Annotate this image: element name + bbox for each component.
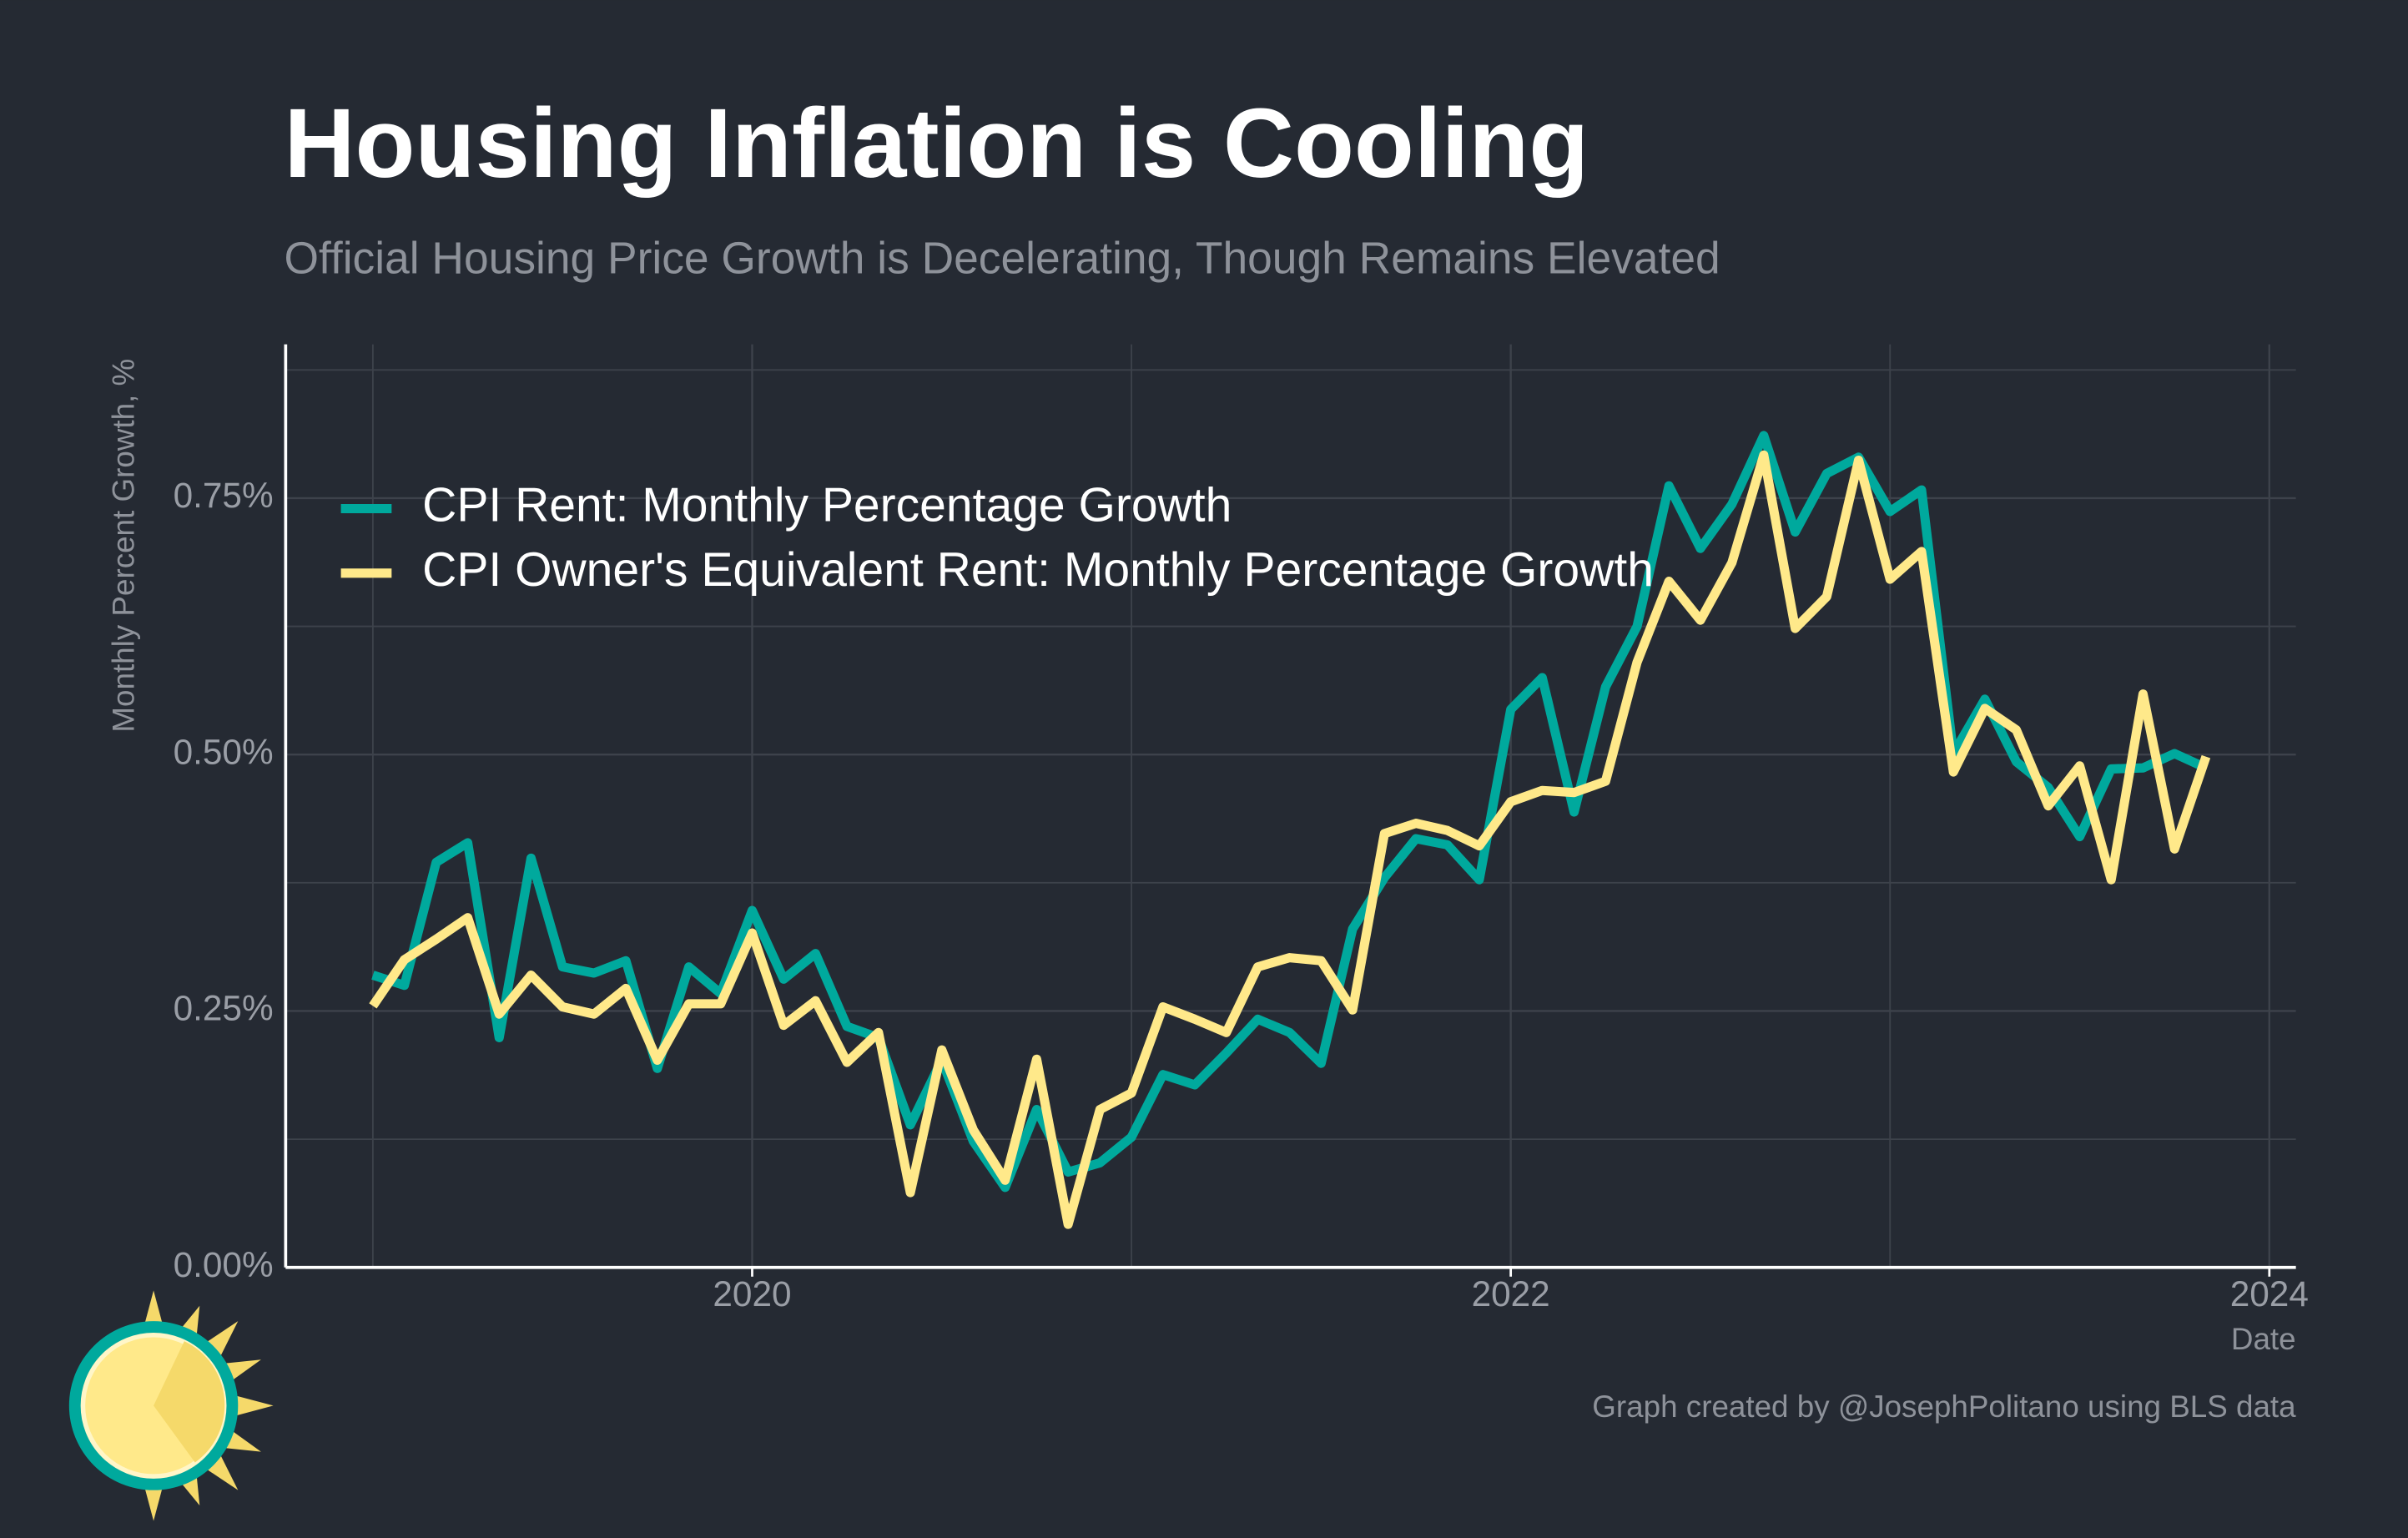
legend-label: CPI Rent: Monthly Percentage Growth (422, 479, 1232, 532)
y-tick-label: 0.25% (174, 989, 274, 1028)
x-tick-label: 2022 (1472, 1274, 1550, 1314)
x-axis-label: Date (2231, 1322, 2296, 1356)
logo (68, 1290, 274, 1521)
y-tick-label: 0.50% (174, 732, 274, 771)
series-line (371, 431, 2209, 1193)
y-axis-label: Monthly Percent Growth, % (107, 359, 141, 733)
y-tick-label: 0.00% (174, 1245, 274, 1284)
series-line (369, 450, 2211, 1229)
caption: Graph created by @JosephPolitano using B… (1592, 1389, 2296, 1424)
x-tick-label: 2024 (2230, 1274, 2309, 1314)
chart-subtitle: Official Housing Price Growth is Deceler… (285, 234, 1720, 283)
y-tick-label: 0.75% (174, 476, 274, 515)
x-tick-label: 2020 (713, 1274, 791, 1314)
chart-title: Housing Inflation is Cooling (285, 88, 1589, 198)
legend-label: CPI Owner's Equivalent Rent: Monthly Per… (422, 543, 1654, 597)
